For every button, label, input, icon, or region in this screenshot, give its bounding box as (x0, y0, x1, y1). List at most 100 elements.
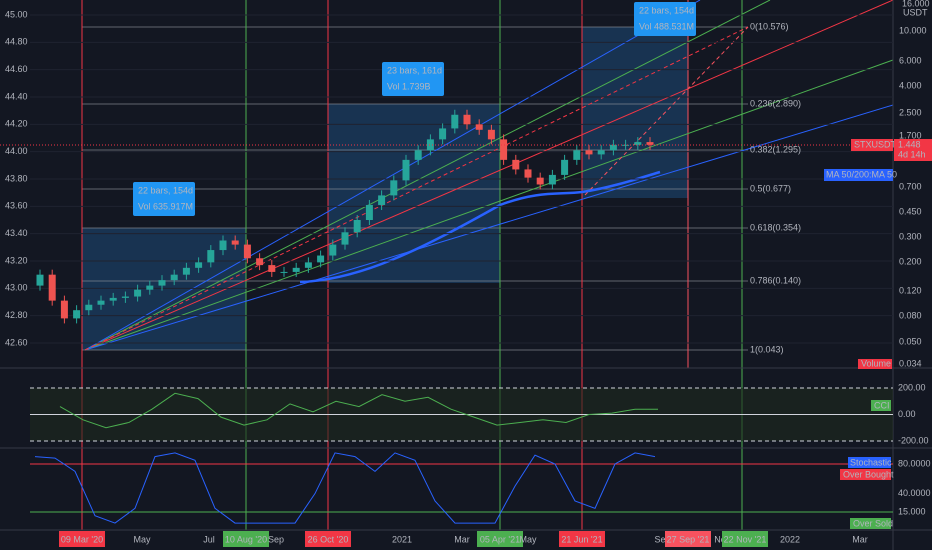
candle (341, 232, 349, 245)
measure-label-bg (382, 62, 444, 96)
range-box (582, 27, 688, 198)
price-tag: 1.448 (898, 139, 921, 149)
y2-tick-label: 2.500 (899, 107, 922, 117)
candle (121, 296, 129, 298)
candle (500, 139, 508, 160)
y-tick-label: 44.60 (5, 64, 28, 74)
candle (365, 204, 373, 220)
candle (561, 159, 569, 175)
x-tick-label: 22 Nov '21 (724, 534, 767, 544)
y-tick-label: 43.60 (5, 201, 28, 211)
candle (536, 177, 544, 185)
time-tag-bg (665, 531, 711, 547)
x-tick-label: No (714, 534, 726, 544)
time-tag-bg (477, 531, 523, 547)
fib-label: 0.382(1.295) (750, 144, 801, 154)
x-tick-label: 10 Aug '20 (225, 534, 267, 544)
x-tick-label: Mar (454, 534, 470, 544)
candle (256, 258, 264, 266)
candle (475, 124, 483, 130)
time-tag-bg (305, 531, 351, 547)
cci-level-label: 0.00 (898, 409, 916, 419)
candle (97, 300, 105, 305)
candle (512, 159, 520, 170)
y2-tick-label: 0.050 (899, 336, 922, 346)
y-tick-label: 42.80 (5, 310, 28, 320)
y2-tick-label: 6.000 (899, 55, 922, 65)
candle (219, 240, 227, 251)
axis-currency: USDT (903, 7, 928, 17)
y2-tick-label: 0.700 (899, 181, 922, 191)
fib-label: 0.5(0.677) (750, 183, 791, 193)
measure-label-bg (634, 2, 696, 36)
y-tick-label: 43.40 (5, 228, 28, 238)
y2-tick-label: 0.300 (899, 231, 922, 241)
symbol-tag: STXUSDT (854, 139, 897, 149)
stoch-tag: Stochastic (850, 457, 892, 467)
volume-tag-bg (858, 359, 892, 369)
ma-tag-bg (824, 169, 893, 181)
candle (524, 169, 532, 178)
candle (170, 274, 178, 281)
candle (317, 255, 325, 263)
candle (378, 195, 386, 205)
candle (439, 128, 447, 140)
candle (207, 250, 215, 263)
measure-bars: 23 bars, 161d (387, 65, 442, 75)
candle (609, 144, 617, 151)
candle (487, 129, 495, 140)
candle (268, 265, 276, 272)
time-tag-bg (559, 531, 605, 547)
x-tick-label: 2021 (392, 534, 412, 544)
candle (36, 274, 44, 286)
candle (48, 274, 56, 301)
candle (390, 180, 398, 196)
cci-level-label: 200.00 (898, 382, 926, 392)
y-tick-label: 43.80 (5, 173, 28, 183)
cci-level-label: -200.00 (898, 435, 929, 445)
measure-volume: Vol 1.739B (387, 81, 431, 91)
range-box (328, 104, 500, 283)
y2-tick-label: 0.120 (899, 285, 922, 295)
stoch-line (34, 452, 656, 524)
candle (182, 267, 190, 275)
measure-label-bg (133, 182, 195, 216)
fib-label: 0.618(0.354) (750, 222, 801, 232)
measure-volume: Vol 488.531M (639, 21, 694, 31)
x-tick-label: 05 Apr '21 (480, 534, 520, 544)
y2-tick-label: 0.450 (899, 206, 922, 216)
y2-tick-label: 4.000 (899, 80, 922, 90)
time-tag-bg (223, 531, 269, 547)
x-tick-label: Jul (203, 534, 215, 544)
candle (622, 144, 630, 146)
candle (463, 114, 471, 125)
x-tick-label: May (519, 534, 537, 544)
y-tick-label: 45.00 (5, 9, 28, 19)
candle (243, 244, 251, 259)
axis-label: 16.000 (902, 0, 930, 8)
candle (573, 150, 581, 160)
candle (231, 240, 239, 245)
candle (280, 271, 288, 273)
candle (634, 142, 642, 145)
time-tag-bg (59, 531, 105, 547)
countdown: 4d 14h (898, 149, 926, 159)
x-tick-label: Mar (852, 534, 868, 544)
candle (585, 150, 593, 155)
stoch-level-label: 80.0000 (898, 458, 931, 468)
symbol-tag-bg (851, 139, 893, 151)
os-tag: Over Sold (853, 518, 893, 528)
range-box (82, 228, 246, 350)
y-tick-label: 44.40 (5, 91, 28, 101)
x-tick-label: 09 Mar '20 (61, 534, 103, 544)
candle (134, 289, 142, 297)
candle (402, 159, 410, 181)
y-tick-label: 44.00 (5, 146, 28, 156)
y-tick-label: 42.60 (5, 337, 28, 347)
candle (146, 285, 154, 290)
stoch-tag-bg (848, 457, 891, 468)
ob-tag: Over Bought (843, 469, 894, 479)
x-tick-label: May (133, 534, 151, 544)
x-tick-label: 27 Sep '21 (667, 534, 710, 544)
candle (292, 267, 300, 272)
